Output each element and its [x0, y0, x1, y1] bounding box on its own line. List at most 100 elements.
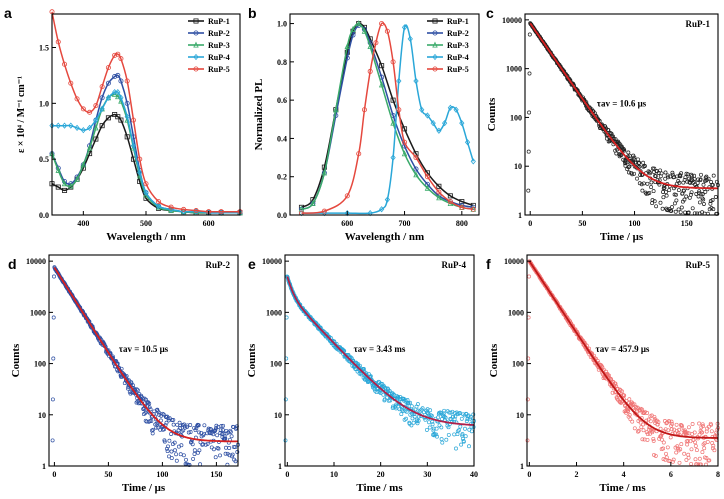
data-point [147, 401, 152, 406]
y-tick-label: 10 [38, 411, 46, 420]
data-point [401, 150, 408, 157]
legend-label: RuP-1 [447, 17, 469, 26]
data-point [625, 407, 630, 412]
data-point [697, 189, 702, 194]
data-point [674, 450, 679, 455]
data-point [412, 414, 417, 419]
data-point [50, 438, 55, 443]
data-point [439, 425, 444, 430]
data-point [430, 119, 436, 127]
data-point [161, 412, 166, 417]
data-point [697, 200, 702, 205]
data-point [670, 459, 675, 464]
x-tick-label: 500 [140, 219, 152, 228]
data-point [432, 18, 438, 24]
data-point [196, 423, 201, 428]
x-tick-label: 400 [77, 219, 89, 228]
data-point [447, 193, 453, 199]
data-point [527, 274, 531, 279]
y-tick-label: 1 [520, 462, 524, 471]
data-point [181, 428, 186, 433]
data-point [185, 424, 190, 429]
data-point [453, 106, 459, 113]
data-point [452, 432, 457, 437]
data-point [661, 195, 666, 200]
data-point [178, 452, 183, 457]
data-point [463, 434, 468, 439]
data-point [432, 30, 438, 36]
data-point [630, 172, 635, 177]
x-tick-label: 100 [629, 219, 641, 228]
panel-letter: b [248, 5, 257, 21]
data-point [68, 80, 74, 86]
x-axis-label: Time / ms [356, 482, 403, 494]
data-point [432, 432, 437, 437]
data-point [167, 416, 172, 421]
y-tick-label: 0.0 [39, 211, 49, 220]
data-point [639, 182, 644, 187]
data-point [664, 193, 669, 198]
data-point [310, 200, 316, 207]
data-point [615, 386, 620, 391]
data-point [697, 432, 702, 437]
data-point [321, 169, 328, 176]
data-point [367, 68, 373, 74]
data-point [664, 451, 668, 456]
data-point [408, 400, 412, 405]
y-tick-label: 1000 [506, 65, 522, 74]
data-point [627, 413, 632, 417]
data-point [684, 194, 689, 199]
data-point [692, 176, 697, 181]
data-point [171, 422, 176, 427]
data-point [669, 208, 674, 213]
decay-data-points [525, 259, 720, 467]
data-point [209, 445, 214, 450]
data-point [333, 106, 339, 113]
data-point [401, 408, 406, 413]
data-point [229, 434, 234, 439]
data-point [216, 446, 221, 451]
data-point [436, 127, 442, 134]
data-point [664, 455, 669, 460]
data-point [464, 419, 469, 424]
data-point [115, 93, 121, 100]
data-point [463, 426, 467, 431]
y-tick-label: 0.8 [277, 58, 287, 67]
data-point [55, 39, 61, 45]
data-point [432, 431, 437, 436]
x-tick-label: 2 [575, 470, 579, 479]
data-point [119, 366, 124, 371]
data-point [55, 166, 61, 173]
data-point [186, 430, 191, 435]
data-point [638, 420, 643, 425]
data-point [658, 200, 663, 205]
data-point [526, 149, 531, 154]
panel-letter: c [486, 5, 494, 21]
x-axis-label: Time / μs [122, 482, 166, 494]
data-point [641, 428, 646, 433]
data-point [429, 413, 434, 418]
y-tick-label: 10 [516, 411, 524, 420]
x-tick-label: 0 [528, 219, 532, 228]
data-point [440, 440, 445, 445]
data-point [404, 416, 408, 421]
data-point [661, 440, 666, 445]
panel-d: 0 50 100 150 1 10 100 1000 10000 Time / μs Counts d… [8, 254, 240, 494]
data-point [356, 20, 362, 27]
data-point [298, 204, 304, 210]
data-point [150, 431, 155, 436]
data-point [627, 170, 631, 175]
data-point [181, 206, 187, 212]
data-point [130, 117, 136, 123]
data-point [168, 204, 174, 210]
data-point [669, 423, 674, 428]
fit-curve [529, 22, 718, 190]
data-point [636, 429, 640, 434]
data-point [218, 428, 223, 433]
data-point [112, 52, 118, 58]
data-point [432, 41, 438, 48]
data-point [677, 460, 682, 465]
data-point [637, 181, 642, 186]
data-point [674, 422, 679, 427]
data-point [469, 429, 474, 434]
